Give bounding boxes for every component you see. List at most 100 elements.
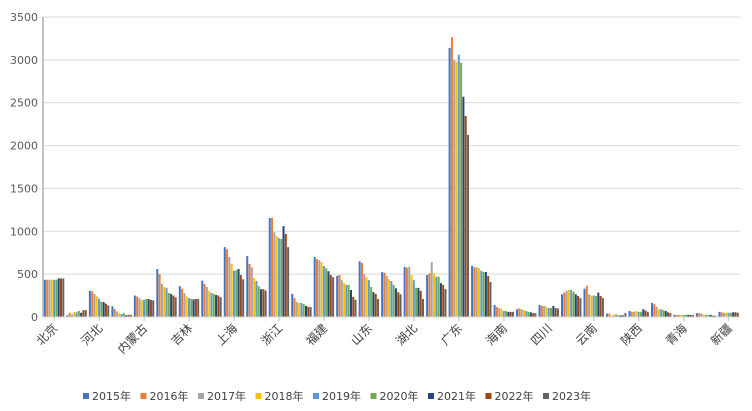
bar (552, 305, 555, 317)
bar (336, 275, 339, 317)
bar (201, 280, 204, 317)
bar (107, 305, 110, 317)
bar (457, 54, 460, 317)
bar (250, 267, 253, 317)
bar (302, 304, 305, 317)
bar (320, 262, 323, 317)
bar (477, 268, 480, 317)
bar (687, 314, 690, 317)
category-label: 河北 (78, 321, 105, 348)
bar (352, 296, 355, 317)
bar (415, 287, 418, 317)
bar (675, 314, 678, 317)
bar (262, 289, 265, 317)
bar (127, 314, 130, 317)
bar (165, 287, 168, 317)
bar (277, 238, 280, 317)
bar (307, 306, 310, 317)
bar (608, 313, 611, 317)
bar (466, 134, 469, 317)
bar (257, 286, 260, 317)
bar (385, 275, 388, 317)
bar (615, 314, 618, 317)
bar (462, 96, 465, 317)
bar (271, 218, 274, 317)
category-label: 浙江 (258, 321, 285, 348)
bar (417, 287, 420, 317)
bar (93, 293, 96, 317)
y-tick-label: 2000 (10, 140, 38, 153)
bar (338, 275, 341, 317)
bar (287, 247, 290, 317)
bar (372, 292, 375, 317)
bar (547, 308, 550, 317)
bar (242, 279, 245, 317)
legend-swatch (255, 393, 262, 399)
bar (57, 278, 60, 317)
bar (702, 314, 705, 317)
bar (662, 310, 665, 317)
legend-swatch (313, 393, 319, 399)
bar (140, 299, 143, 317)
bar (113, 308, 116, 317)
bar (673, 314, 676, 317)
bar (707, 314, 710, 317)
bar (298, 302, 301, 317)
bars (43, 37, 739, 318)
category-label: 吉林 (168, 321, 195, 348)
bar (305, 305, 308, 317)
bar (729, 312, 732, 317)
y-tick-label: 2500 (10, 97, 38, 110)
bar (509, 311, 512, 317)
bar (138, 298, 141, 317)
bar (377, 299, 380, 317)
bar (480, 270, 483, 317)
bar (619, 315, 622, 317)
bar (235, 270, 238, 317)
bar (100, 301, 103, 317)
legend-label: 2017年 (207, 389, 246, 403)
bar (660, 309, 663, 317)
bar (732, 312, 735, 317)
bar (684, 314, 687, 317)
bar (577, 296, 580, 317)
bar (464, 116, 467, 317)
bar (264, 290, 267, 317)
bar (80, 312, 83, 317)
bar (275, 236, 278, 317)
bar (599, 296, 602, 317)
category-label: 湖北 (393, 321, 421, 349)
bar (53, 279, 56, 317)
bar (316, 259, 319, 317)
bar (561, 294, 564, 317)
bar (543, 305, 546, 317)
bar (223, 247, 226, 317)
bar (163, 287, 166, 317)
category-label: 上海 (213, 321, 241, 349)
bar (210, 293, 213, 317)
bar (46, 279, 49, 317)
bar (73, 311, 76, 317)
bar (62, 278, 65, 317)
bar (280, 239, 283, 317)
bar (695, 313, 698, 317)
bar (554, 308, 557, 317)
bar (183, 293, 186, 317)
legend-item: 2017年 (198, 389, 246, 403)
bar (487, 275, 490, 317)
bar (232, 270, 235, 317)
bar (698, 313, 701, 317)
bar (520, 309, 523, 317)
category-label: 内蒙古 (114, 321, 150, 357)
legend-swatch (543, 393, 549, 399)
bar (545, 306, 548, 317)
bar (327, 271, 330, 317)
legend-label: 2022年 (495, 389, 534, 403)
bar (230, 263, 233, 317)
legend: 2015年 2016年 2017年 2018年 2019年 2020年 2021年 2022年… (83, 389, 591, 403)
y-tick-label: 500 (17, 268, 38, 281)
bar (111, 306, 114, 317)
bar (291, 293, 294, 317)
bar (136, 296, 139, 317)
bar (680, 314, 683, 317)
